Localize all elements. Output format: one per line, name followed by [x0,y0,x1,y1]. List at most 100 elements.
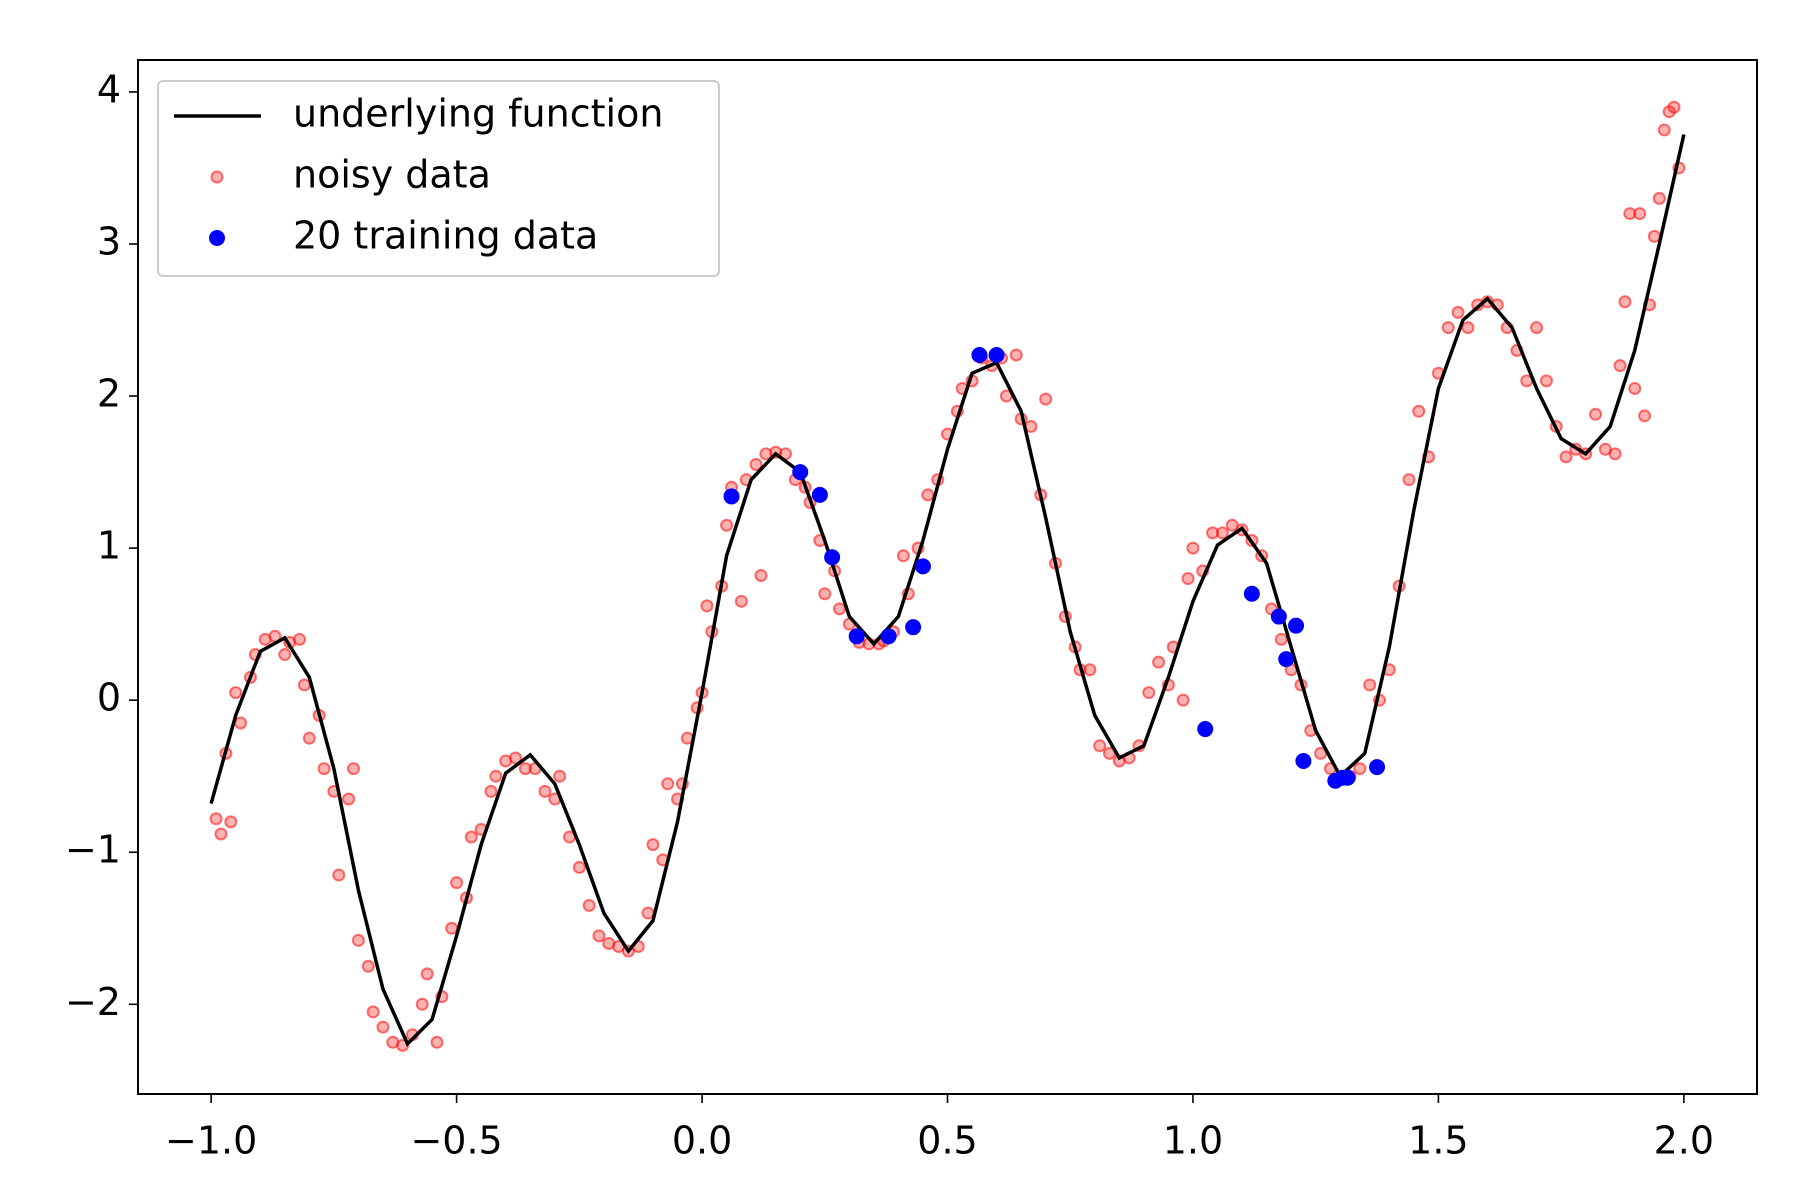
data-point [1243,585,1260,602]
legend: underlying function noisy data 20 training… [157,80,720,277]
data-point [342,792,356,806]
data-point [1539,374,1553,388]
data-point [214,827,228,841]
data-point [1608,447,1622,461]
data-point [361,959,375,973]
data-point [224,815,238,829]
legend-marker [209,230,225,246]
data-point [351,933,365,947]
data-point [420,967,434,981]
y-tick-label: 2 [97,372,121,416]
data-point [792,464,809,481]
data-point [811,486,828,503]
y-tick-label: 1 [97,524,121,568]
data-point [1412,404,1426,418]
y-tick-label: −1 [65,828,121,872]
data-point [1369,759,1386,776]
data-point [302,731,316,745]
data-point [1039,392,1053,406]
data-point [1363,678,1377,692]
data-point [464,830,478,844]
y-tick-label: 4 [97,67,121,111]
data-point [971,346,988,363]
data-point [1215,526,1229,540]
data-point [293,632,307,646]
data-point [1623,207,1637,221]
data-point [646,838,660,852]
data-point [1647,229,1661,243]
data-point [896,549,910,563]
y-tick-label: 3 [97,219,121,263]
legend-marker [210,170,224,184]
x-tick-label: 1.5 [1408,1119,1468,1163]
x-tick-label: −0.5 [410,1119,502,1163]
data-point [1083,663,1097,677]
data-point [1152,655,1166,669]
data-point [1613,359,1627,373]
data-point [818,587,832,601]
data-point [1186,541,1200,555]
data-point [1633,207,1647,221]
data-point [1638,409,1652,423]
data-point [553,769,567,783]
data-point [1441,321,1455,335]
x-tick-label: 0.5 [917,1119,977,1163]
data-point [988,346,1005,363]
data-point [1461,321,1475,335]
data-point [489,769,503,783]
data-point [430,1035,444,1049]
data-point [1657,123,1671,137]
data-point [1270,608,1287,625]
legend-label: noisy data [293,153,491,197]
legend-label: underlying function [293,92,663,136]
data-point [1295,752,1312,769]
data-point [661,777,675,791]
data-point [848,628,865,645]
data-point [1451,305,1465,319]
data-point [1628,381,1642,395]
data-point [1667,100,1681,114]
y-tick-label: 0 [97,676,121,720]
data-point [484,784,498,798]
data-point [914,558,931,575]
data-point [1274,632,1288,646]
data-point [415,997,429,1011]
data-point [723,488,740,505]
data-point [1176,693,1190,707]
y-tick-label: −2 [65,980,121,1024]
x-tick-label: 0.0 [672,1119,732,1163]
data-point [450,876,464,890]
function-line [209,134,1686,1047]
data-point [278,648,292,662]
data-point [921,488,935,502]
x-tick-label: 1.0 [1163,1119,1223,1163]
x-tick-label: 2.0 [1654,1119,1714,1163]
data-point [518,762,532,776]
data-point [641,906,655,920]
data-point [1093,739,1107,753]
data-point [234,716,248,730]
data-point [1618,295,1632,309]
legend-label: 20 training data [293,214,598,258]
data-point [582,898,596,912]
data-point [1530,321,1544,335]
data-point [317,762,331,776]
data-point [332,868,346,882]
data-point [1353,762,1367,776]
data-point [1206,526,1220,540]
data-point [833,602,847,616]
data-point [734,594,748,608]
data-point [880,628,897,645]
data-point [229,686,243,700]
data-point [1288,617,1305,634]
data-point [1588,407,1602,421]
data-point [720,518,734,532]
data-point [297,678,311,692]
data-point [538,784,552,798]
data-point [445,921,459,935]
data-point [700,599,714,613]
data-point [572,860,586,874]
data-point [1339,769,1356,786]
data-point [905,619,922,636]
